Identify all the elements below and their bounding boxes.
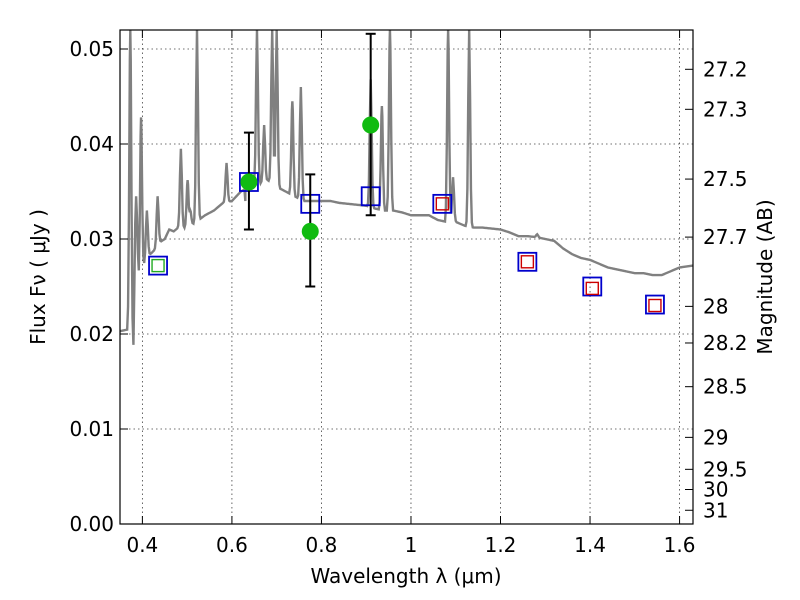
template-band-square xyxy=(520,255,535,269)
marker-layer xyxy=(148,32,665,315)
y2-tick-label: 27.3 xyxy=(703,97,748,121)
y2-axis-title: Magnitude (AB) xyxy=(753,199,777,354)
model-band-square xyxy=(582,276,603,297)
observed-point xyxy=(240,173,258,191)
template-band-square xyxy=(648,298,662,313)
y2-tick-label: 27.2 xyxy=(703,57,748,81)
model-band-square xyxy=(645,294,665,315)
y-axis-title: Flux Fν ( μJy ) xyxy=(26,209,50,345)
x-tick-label: 1.6 xyxy=(664,533,696,557)
y2-tick-label: 27.7 xyxy=(703,225,748,249)
model-band-square xyxy=(432,193,453,214)
y2-tick-label: 28 xyxy=(703,294,728,318)
y2-tick-label: 31 xyxy=(703,498,728,522)
template-band-square xyxy=(151,258,165,273)
y-tick-label: 0.02 xyxy=(69,322,114,346)
x-tick-label: 0.4 xyxy=(126,533,158,557)
observed-point xyxy=(362,116,380,134)
y2-tick-label: 29 xyxy=(703,425,728,449)
tick-layer: 0.4 0.6 0.8 1 1.2 1.4 1.6 0.00 0.01 0.02 0.03 0.04 0… xyxy=(69,30,748,557)
template-band-square xyxy=(585,281,599,296)
model-spectrum-layer xyxy=(120,30,693,345)
template-band-square xyxy=(435,197,450,211)
y-tick-label: 0.03 xyxy=(69,227,114,251)
y-tick-label: 0.01 xyxy=(69,417,114,441)
x-tick-label: 1 xyxy=(405,533,418,557)
y-tick-label: 0.00 xyxy=(69,512,114,536)
x-tick-label: 1.2 xyxy=(485,533,517,557)
y2-tick-label: 30 xyxy=(703,478,728,502)
plot-frame xyxy=(119,29,694,525)
x-axis-title: Wavelength λ (μm) xyxy=(310,564,501,588)
x-tick-label: 0.8 xyxy=(306,533,338,557)
model-spectrum-line xyxy=(120,30,693,345)
grid-layer xyxy=(120,30,693,524)
x-tick-label: 0.6 xyxy=(216,533,248,557)
y-tick-label: 0.04 xyxy=(69,132,114,156)
model-band-square xyxy=(148,255,168,276)
x-tick-label: 1.4 xyxy=(574,533,606,557)
observed-point xyxy=(301,222,319,240)
y2-tick-label: 28.5 xyxy=(703,375,748,399)
label-layer: Wavelength λ (μm) Flux Fν ( μJy ) Magnit… xyxy=(26,199,777,588)
model-band-square xyxy=(517,251,538,272)
y-tick-label: 0.05 xyxy=(69,37,114,61)
y2-tick-label: 29.5 xyxy=(703,457,748,481)
y2-tick-label: 27.5 xyxy=(703,167,748,191)
y2-tick-label: 28.2 xyxy=(703,331,748,355)
